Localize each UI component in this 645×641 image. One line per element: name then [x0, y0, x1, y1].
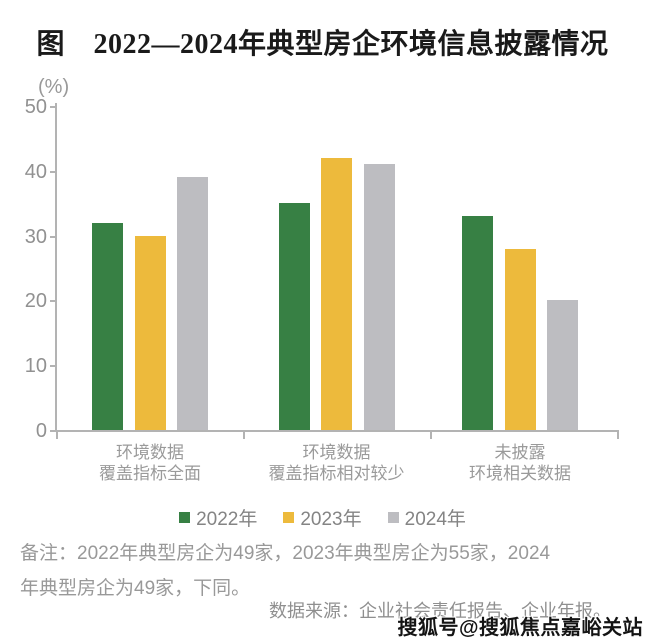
bar-2023年-group3	[504, 249, 536, 430]
chart-title: 图 2022—2024年典型房企环境信息披露情况	[36, 29, 609, 60]
x-tick	[243, 430, 245, 439]
legend-swatch-icon	[387, 512, 399, 523]
x-tick	[617, 430, 619, 439]
data-source: 数据来源：企业社会责任报告、企业年报。	[269, 601, 611, 621]
legend-swatch-icon	[179, 512, 191, 523]
footnote: 备注：2022年典型房企为49家，2023年典型房企为55家，2024 年典型房…	[20, 536, 635, 606]
bar-2024年-group3	[547, 300, 578, 430]
y-tick-label: 10	[24, 355, 47, 378]
x-category-label-line: 覆盖指标相对较少	[268, 464, 405, 483]
y-tick	[50, 106, 57, 108]
legend-label: 2024年	[404, 509, 466, 530]
x-category-label-line: 环境相关数据	[469, 464, 571, 483]
legend-item-2022年: 2022年	[179, 504, 257, 531]
bar-2023年-group2	[321, 158, 352, 430]
y-axis-line	[55, 103, 57, 432]
footnote-line-2: 年典型房企为49家，下同。	[20, 578, 251, 599]
x-category-label: 环境数据覆盖指标全面	[99, 442, 201, 484]
bar-2024年-group2	[363, 164, 395, 430]
y-tick-label: 30	[24, 225, 47, 248]
legend-item-2023年: 2023年	[283, 504, 362, 531]
legend-label: 2023年	[300, 509, 362, 530]
legend: 2022年 2023年 2024年	[0, 504, 645, 531]
y-tick	[50, 300, 57, 303]
y-tick	[50, 365, 57, 368]
watermark: 搜狐号@搜狐焦点嘉峪关站	[397, 617, 643, 639]
legend-item-2024年: 2024年	[387, 504, 466, 531]
x-tick	[56, 430, 58, 439]
bar-2022年-group2	[278, 203, 310, 430]
y-tick-label: 20	[24, 290, 47, 313]
bar-2022年-group1	[92, 223, 123, 430]
footnote-line-1: 备注：2022年典型房企为49家，2023年典型房企为55家，2024	[20, 543, 551, 564]
bar-2023年-group1	[134, 236, 166, 430]
y-tick	[50, 430, 57, 432]
y-tick	[50, 235, 57, 238]
x-category-label: 未披露 环境相关数据	[469, 442, 571, 484]
x-category-label-line: 环境数据	[302, 443, 371, 462]
y-tick-label: 0	[35, 420, 47, 442]
y-tick-label: 50	[24, 96, 47, 118]
bar-2024年-group1	[177, 177, 208, 430]
bar-2022年-group3	[462, 216, 493, 430]
x-category-label: 环境数据覆盖指标相对较少	[269, 442, 405, 484]
x-category-label-line: 未披露	[494, 443, 546, 462]
legend-label: 2022年	[196, 509, 258, 530]
y-tick	[50, 170, 57, 173]
legend-swatch-icon	[283, 512, 295, 523]
x-category-label-line: 环境数据	[116, 443, 184, 462]
x-tick	[430, 430, 432, 439]
x-axis-line	[55, 430, 618, 432]
x-category-label-line: 覆盖指标全面	[99, 464, 201, 483]
y-tick-label: 40	[24, 160, 47, 183]
y-axis-unit-label: (%)	[38, 76, 70, 98]
